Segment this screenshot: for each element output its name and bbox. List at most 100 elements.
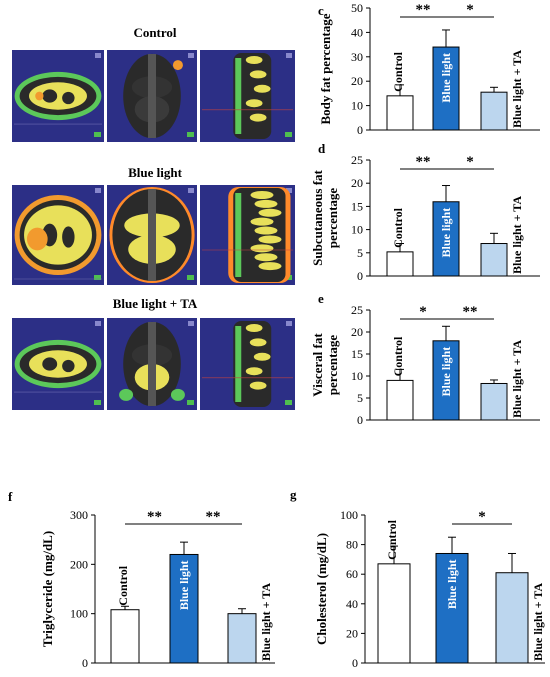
significance-marker: **: [206, 509, 221, 525]
y-axis-label: Triglyceride (mg/dL): [40, 531, 55, 647]
category-label: Blue light: [177, 560, 191, 610]
y-tick-label: 30: [351, 50, 363, 64]
ct-visceral-fat: [258, 208, 282, 217]
ct-marker: [188, 53, 194, 58]
ct-marker: [285, 132, 292, 137]
ct-marker: [286, 321, 292, 326]
ct-organ: [62, 226, 75, 248]
bar: [495, 572, 529, 664]
ct-visceral-fat: [29, 350, 87, 378]
ct-visceral-fat: [245, 324, 263, 332]
category-label: Control: [385, 519, 399, 559]
y-tick-label: 25: [351, 303, 363, 317]
ct-marker: [95, 53, 101, 58]
bar: [480, 382, 508, 421]
ct-visceral-fat: [29, 82, 87, 110]
y-tick-label: 50: [351, 1, 363, 15]
y-tick-label: 300: [70, 508, 88, 522]
bar: [227, 613, 257, 664]
y-tick-label: 10: [351, 369, 363, 383]
ct-visceral-fat: [254, 226, 278, 235]
y-tick-label: 60: [346, 567, 358, 581]
chart-e: e 0 5 10 15 20 25 Visceral fatpercentage Control…: [310, 291, 540, 427]
ct-scan-image: [107, 185, 197, 285]
y-axis-label-line: percentage: [325, 335, 340, 396]
bar: [435, 552, 469, 664]
ct-scan-image: [200, 185, 295, 285]
ct-visceral-fat: [258, 235, 282, 244]
ct-visceral-fat: [250, 244, 274, 253]
y-tick-label: 80: [346, 538, 358, 552]
ct-group-title: Blue light + TA: [113, 296, 198, 311]
category-label: Blue light: [439, 347, 453, 397]
y-axis-label: Subcutaneous fatpercentage: [310, 169, 340, 265]
significance-marker: **: [416, 2, 431, 18]
ct-visceral-fat: [245, 56, 263, 64]
ct-visceral-fat: [258, 262, 282, 271]
category-label: Blue light: [445, 559, 459, 609]
ct-visceral-fat: [245, 367, 263, 376]
y-tick-label: 20: [351, 325, 363, 339]
panel-label: g: [290, 487, 297, 502]
ct-scan-image: [107, 318, 197, 410]
ct-marker: [286, 53, 292, 58]
ct-visceral-fat: [253, 84, 271, 93]
chart-f: f 0 100 200 300 Triglyceride (mg/dL) Control Bl…: [8, 489, 275, 670]
ct-marker: [187, 275, 194, 280]
y-tick-label: 10: [351, 99, 363, 113]
ct-muscle: [235, 193, 242, 277]
significance-marker: *: [466, 2, 474, 18]
panel-label: d: [318, 141, 326, 156]
ct-marker: [95, 321, 101, 326]
ct-scan-image: [200, 318, 295, 410]
chart-d: d 0 5 10 15 20 25 Subcutaneous fatpercentage Con…: [310, 141, 540, 283]
y-tick-label: 40: [351, 25, 363, 39]
y-axis-label: Visceral fatpercentage: [310, 333, 340, 397]
chart-c: c 0 10 20 30 40 50 Body fat percentage Control Bl…: [318, 1, 540, 137]
y-axis-label-line: Visceral fat: [310, 333, 325, 397]
ct-organ: [42, 89, 58, 103]
category-label: Blue light + TA: [510, 340, 524, 418]
category-label: Control: [391, 207, 405, 247]
significance-marker: *: [419, 304, 427, 320]
category-label: Blue light + TA: [510, 50, 524, 128]
y-tick-label: 15: [351, 347, 363, 361]
y-tick-label: 20: [351, 74, 363, 88]
ct-fat-patch: [35, 91, 44, 101]
ct-marker: [188, 321, 194, 326]
panel-label: e: [318, 291, 324, 306]
y-tick-label: 0: [357, 123, 363, 137]
bar: [169, 553, 199, 664]
bar: [377, 563, 411, 664]
y-tick-label: 5: [357, 246, 363, 260]
ct-marker: [187, 400, 194, 405]
ct-scan-image: [12, 318, 104, 410]
bar: [110, 609, 140, 664]
y-axis-label-line: Subcutaneous fat: [310, 169, 325, 265]
y-tick-label: 0: [357, 413, 363, 427]
category-label: Control: [391, 336, 405, 376]
ct-marker: [286, 188, 292, 193]
ct-visceral-fat: [249, 113, 267, 122]
bar: [480, 243, 508, 277]
ct-spine: [148, 54, 156, 138]
bar: [432, 340, 460, 421]
bar: [480, 91, 508, 131]
ct-marker: [94, 275, 101, 280]
y-tick-label: 0: [82, 656, 88, 670]
y-tick-label: 10: [351, 223, 363, 237]
ct-muscle: [170, 388, 185, 401]
ct-marker: [95, 188, 101, 193]
ct-organ: [62, 91, 75, 105]
ct-scan-image: [12, 185, 104, 285]
ct-marker: [285, 400, 292, 405]
category-label: Control: [116, 565, 130, 605]
ct-fat-patch: [172, 60, 183, 71]
y-tick-label: 40: [346, 597, 358, 611]
category-label: Blue light + TA: [510, 196, 524, 274]
ct-muscle: [235, 326, 242, 402]
y-tick-label: 0: [352, 656, 358, 670]
ct-group-title: Control: [133, 25, 176, 40]
ct-visceral-fat: [254, 253, 278, 262]
